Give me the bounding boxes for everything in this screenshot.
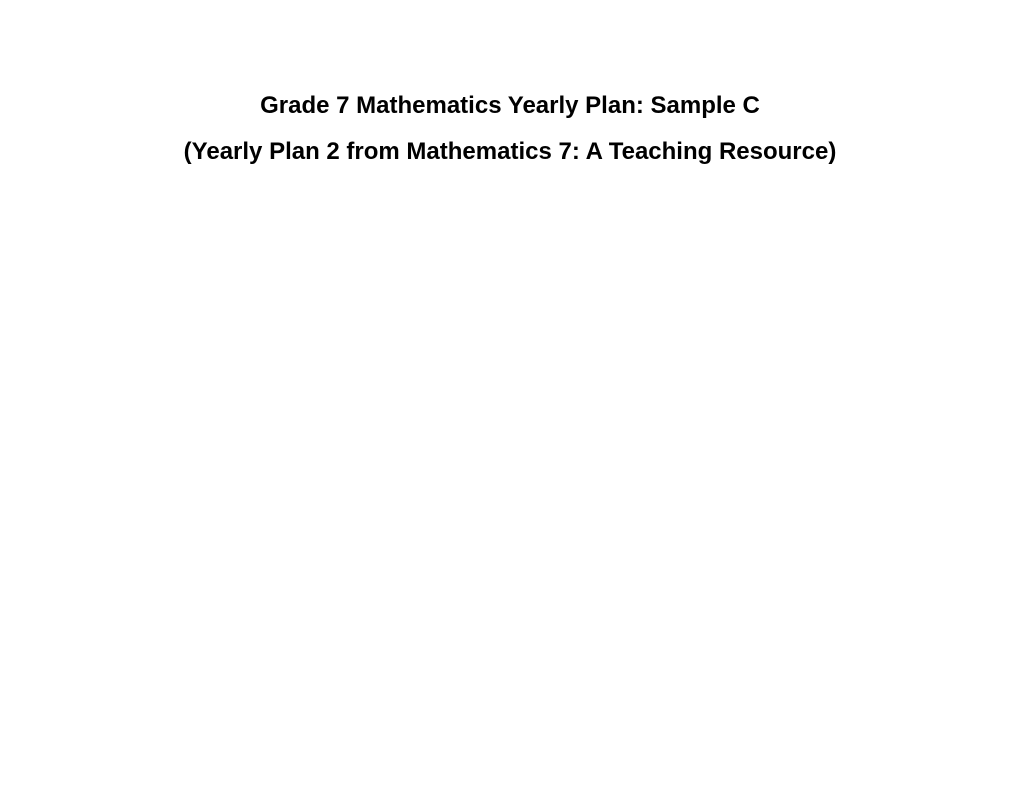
document-title-subtitle: (Yearly Plan 2 from Mathematics 7: A Tea…: [0, 138, 1020, 166]
document-title-main: Grade 7 Mathematics Yearly Plan: Sample …: [0, 92, 1020, 120]
title-container: Grade 7 Mathematics Yearly Plan: Sample …: [0, 92, 1020, 166]
